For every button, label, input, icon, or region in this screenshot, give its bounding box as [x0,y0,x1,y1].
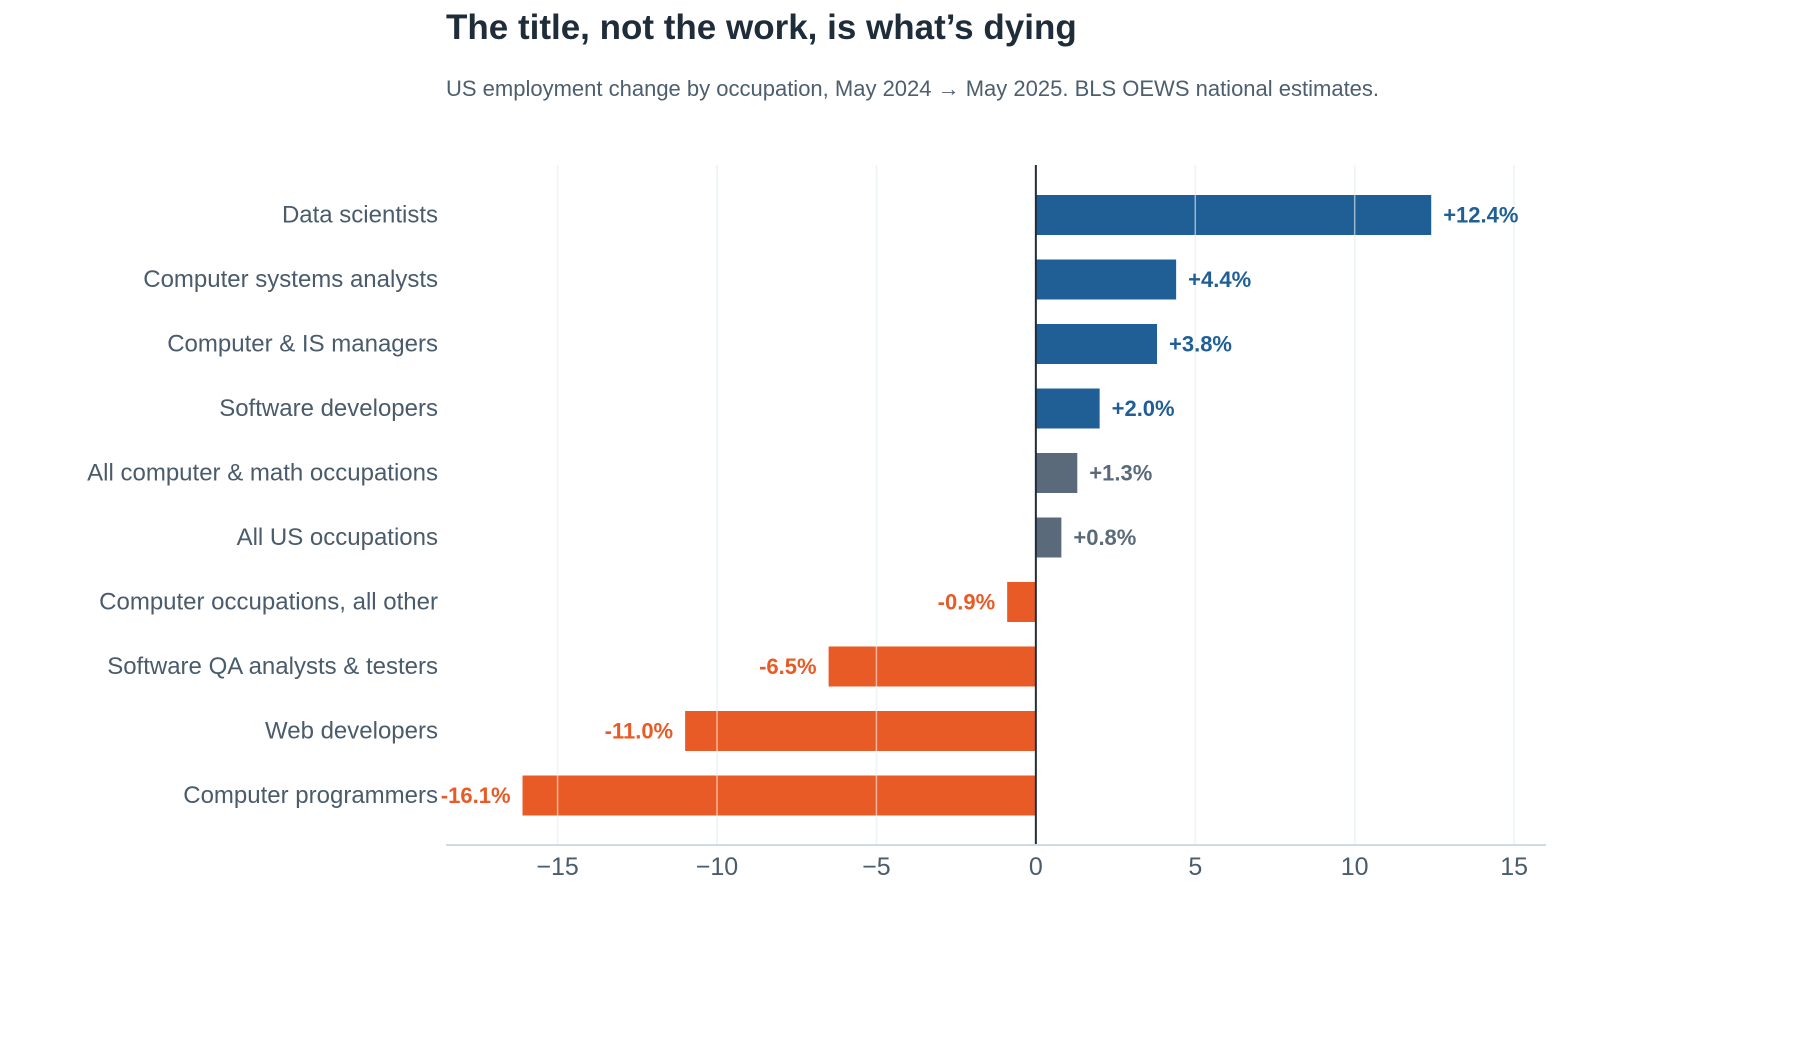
bar [1035,259,1177,300]
category-label: Software developers [219,395,438,422]
bar [685,711,1036,751]
bar [1035,388,1100,429]
data-label: -16.1% [441,783,511,808]
bars [522,165,1515,845]
x-tick-label: 0 [1029,853,1043,881]
category-label: Computer & IS managers [167,331,438,358]
bar [1007,582,1036,622]
data-label: +0.8% [1073,525,1136,550]
data-label: -11.0% [605,719,674,744]
data-label: +4.4% [1188,267,1251,292]
category-label: Computer programmers [183,782,438,809]
x-tick-label: −10 [696,853,738,881]
category-label: Computer systems analysts [143,266,438,293]
data-label: -0.9% [938,590,995,615]
bar [1035,195,1432,235]
bar [522,775,1036,816]
category-label: Software QA analysts & testers [107,653,438,680]
x-tick-label: 15 [1500,853,1528,881]
x-tick-label: 5 [1188,853,1202,881]
x-tick-label: 10 [1341,853,1369,881]
bar [828,646,1036,687]
bar [1035,324,1158,364]
category-label: All computer & math occupations [87,460,438,487]
chart-title: The title, not the work, is what’s dying [446,8,1077,47]
data-label: +2.0% [1112,396,1175,421]
bar [1035,517,1062,558]
data-label: +1.3% [1089,461,1152,486]
category-label: Web developers [265,718,438,745]
data-label: +12.4% [1443,203,1518,228]
axes: −15 −10 −5 0 5 10 15 [446,165,1546,881]
x-tick-label: −15 [536,853,578,881]
data-label: +3.8% [1169,332,1232,357]
category-label: Computer occupations, all other [99,589,438,616]
labels: Data scientists +12.4% Computer systems an… [87,202,1518,810]
x-tick-label: −5 [862,853,891,881]
category-label: All US occupations [237,524,438,551]
bar [1035,453,1078,493]
category-label: Data scientists [282,202,438,229]
data-label: -6.5% [759,654,816,679]
chart-subtitle: US employment change by occupation, May … [446,76,1380,101]
